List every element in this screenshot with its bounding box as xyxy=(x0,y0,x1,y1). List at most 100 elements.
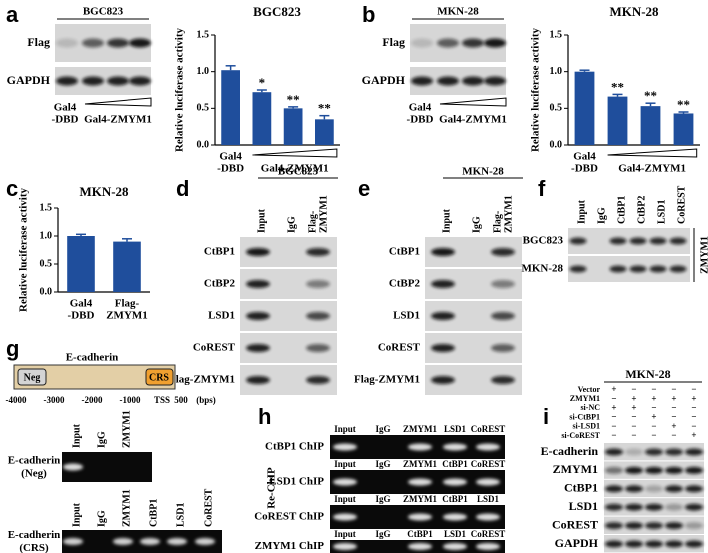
band xyxy=(476,443,500,451)
condition-sign: − xyxy=(671,384,676,394)
bar xyxy=(607,96,628,145)
band xyxy=(665,540,683,548)
band xyxy=(462,76,484,86)
axis-label: 500 xyxy=(174,395,188,405)
band xyxy=(56,76,78,86)
band xyxy=(411,38,433,48)
band xyxy=(443,478,467,486)
condition-sign: − xyxy=(631,384,636,394)
band xyxy=(665,503,683,511)
axis-label: -2000 xyxy=(82,395,103,405)
column-label: IgG xyxy=(596,207,607,224)
band xyxy=(645,466,663,474)
band xyxy=(82,38,104,48)
bar xyxy=(221,70,240,145)
row-label: Flag-ZMYM1 xyxy=(354,374,420,386)
band xyxy=(333,513,357,521)
row-label: ZMYM1 xyxy=(553,462,598,476)
row-label: LSD1 xyxy=(208,310,235,322)
condition-sign: + xyxy=(611,384,616,394)
band xyxy=(605,466,623,474)
condition-sign: − xyxy=(651,384,656,394)
band xyxy=(491,376,515,384)
band xyxy=(306,344,330,352)
condition-sign: − xyxy=(611,412,616,422)
band xyxy=(408,513,432,521)
condition-sign: − xyxy=(671,430,676,440)
band xyxy=(669,265,687,273)
column-label: IgG xyxy=(96,431,107,448)
panel-label: f xyxy=(538,176,546,201)
condition-label: si-CoREST xyxy=(561,431,600,440)
condition-label: si-CtBP1 xyxy=(569,412,600,421)
group-label: Gal4-ZMYM1 xyxy=(439,114,507,126)
blot-title: MKN-28 xyxy=(462,166,504,178)
row-label: CoREST xyxy=(193,342,236,354)
column-label: LSD1 xyxy=(444,529,467,539)
condition-sign: − xyxy=(631,430,636,440)
column-label: ZMYM1 xyxy=(403,494,437,504)
row-label: Flag xyxy=(27,35,50,49)
axis-label: -4000 xyxy=(6,395,27,405)
column-label: IgG xyxy=(375,459,390,469)
row-label: (Neg) xyxy=(21,468,47,480)
condition-sign: + xyxy=(651,412,656,422)
y-tick-label: 0.5 xyxy=(40,258,53,269)
condition-sign: − xyxy=(611,393,616,403)
panel-label: h xyxy=(258,404,271,429)
gradient-triangle xyxy=(439,97,507,107)
band xyxy=(443,443,467,451)
group-label: Gal4-ZMYM1 xyxy=(84,114,152,126)
bar xyxy=(315,119,334,145)
axis-label: -1000 xyxy=(120,395,141,405)
band xyxy=(306,280,330,288)
band xyxy=(665,448,683,456)
significance: ** xyxy=(611,79,624,94)
gradient-triangle xyxy=(84,97,152,107)
condition-sign: + xyxy=(631,402,636,412)
band xyxy=(685,503,703,511)
band xyxy=(569,265,587,273)
band xyxy=(649,237,667,245)
y-tick-label: 0.0 xyxy=(197,139,210,150)
band xyxy=(625,485,643,493)
column-label: IgG xyxy=(375,424,390,434)
band xyxy=(645,448,663,456)
band xyxy=(82,76,104,86)
column-label: Input xyxy=(71,502,82,527)
panel-label: g xyxy=(6,336,19,361)
y-axis-label: Relative luciferase activity xyxy=(530,28,542,153)
band xyxy=(685,448,703,456)
band xyxy=(569,237,587,245)
condition-sign: + xyxy=(671,421,676,431)
lane-label: Gal4 xyxy=(54,102,77,114)
band xyxy=(443,543,467,550)
column-label: CoREST xyxy=(471,424,506,434)
condition-sign: + xyxy=(691,393,696,403)
row-label: GAPDH xyxy=(362,73,406,87)
column-label: LSD1 xyxy=(656,200,667,224)
region-box xyxy=(145,368,174,386)
x-tick-label: -DBD xyxy=(571,163,598,175)
band xyxy=(669,237,687,245)
row-label: CtBP1 ChIP xyxy=(265,441,324,453)
row-label: LSD1 xyxy=(569,499,598,513)
band xyxy=(195,538,215,545)
gradient-triangle xyxy=(607,148,698,158)
column-label: Input xyxy=(71,423,82,448)
band xyxy=(306,248,330,256)
band xyxy=(685,522,703,530)
column-label: CoREST xyxy=(676,185,687,224)
condition-label: si-LSD1 xyxy=(572,422,600,431)
y-tick-label: 0.0 xyxy=(550,139,563,150)
band xyxy=(605,485,623,493)
region-label: Neg xyxy=(24,372,41,383)
column-label: CoREST xyxy=(471,529,506,539)
band xyxy=(333,443,357,451)
band xyxy=(333,478,357,486)
panel-label: e xyxy=(358,176,370,201)
axis-label: TSS xyxy=(154,395,170,405)
band xyxy=(107,38,129,48)
column-label: Input xyxy=(334,494,356,504)
band xyxy=(629,237,647,245)
